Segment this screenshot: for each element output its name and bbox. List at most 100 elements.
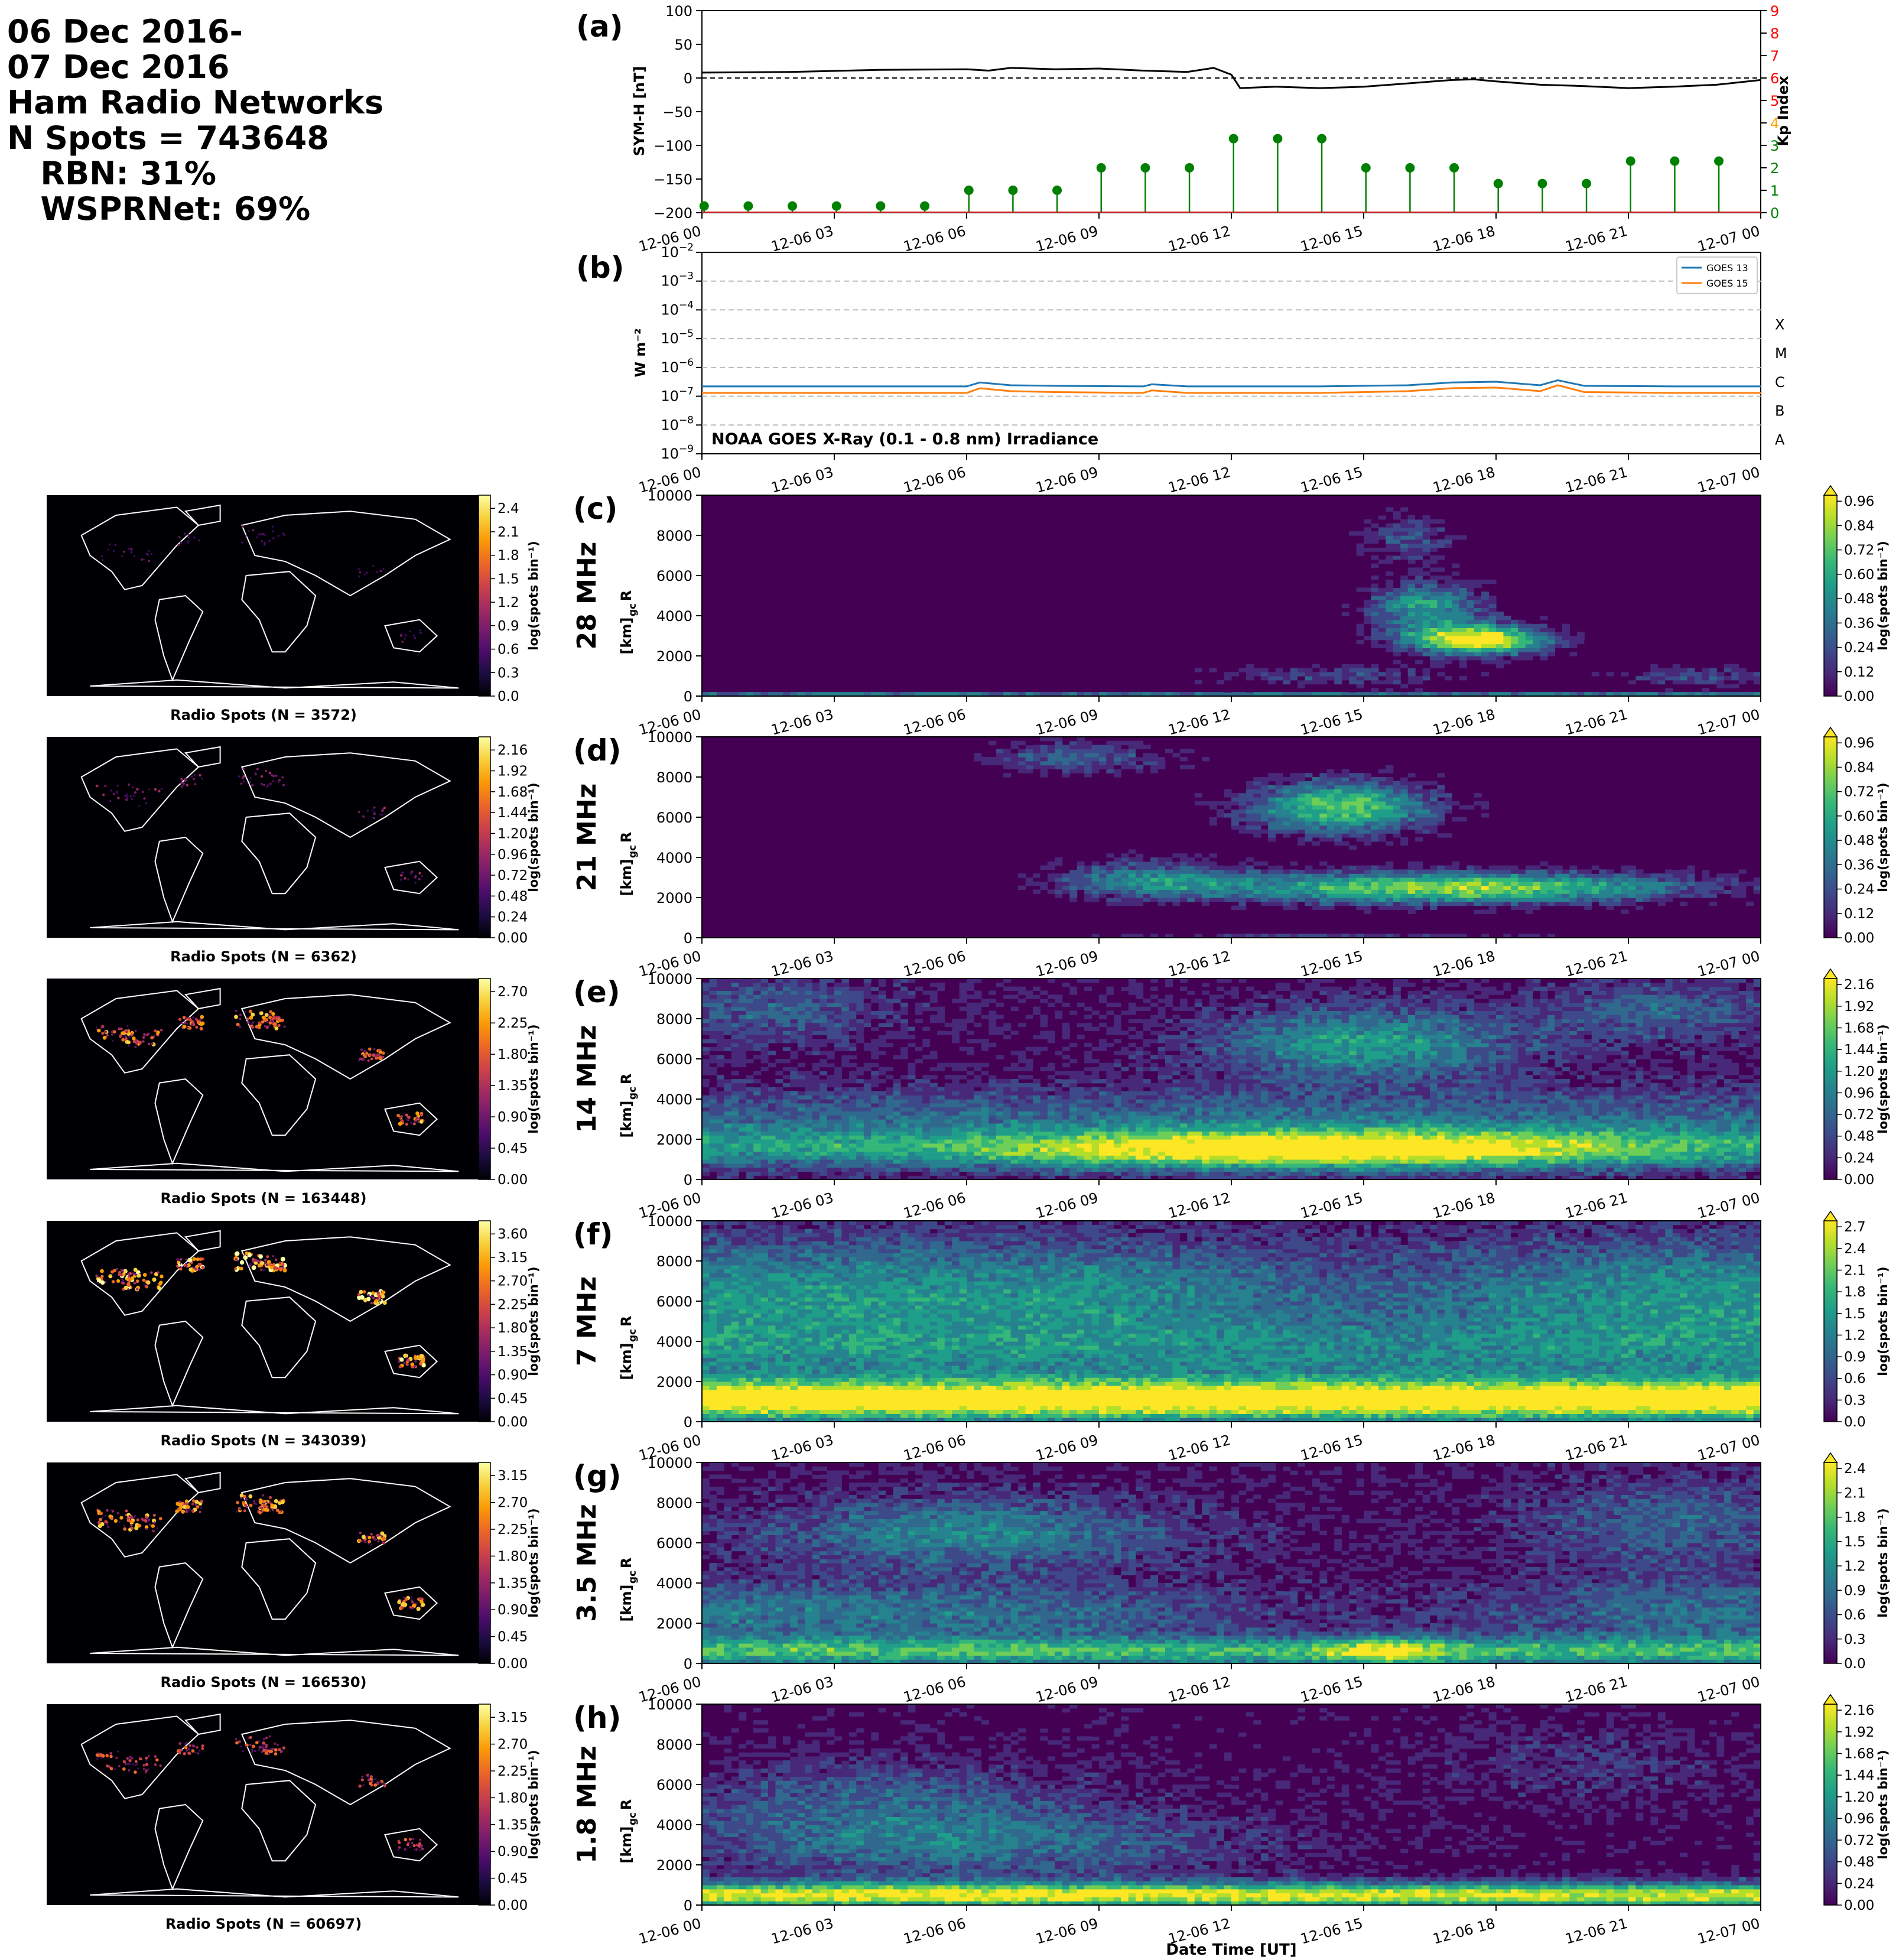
- heatmap-cell: [1423, 547, 1430, 551]
- heatmap-cell: [805, 1099, 812, 1103]
- heatmap-cell: [1731, 873, 1739, 877]
- heatmap-cell: [1357, 805, 1364, 810]
- heatmap-cell: [1474, 612, 1482, 616]
- heatmap-cell: [812, 1155, 820, 1159]
- heatmap-cell: [1349, 866, 1357, 870]
- heatmap-cell: [1658, 877, 1666, 882]
- heatmap-cell: [1276, 809, 1283, 813]
- heatmap-cell: [790, 1095, 798, 1099]
- heatmap-cell: [1415, 789, 1423, 793]
- heatmap-cell: [981, 1163, 989, 1168]
- heatmap-cell: [1518, 893, 1526, 898]
- heatmap-cell: [1069, 873, 1077, 877]
- colorbar-tick-label: 0.48: [1844, 591, 1874, 607]
- heatmap-cell: [1430, 612, 1438, 616]
- heatmap-cell: [805, 1131, 812, 1135]
- heatmap-cell: [849, 979, 857, 983]
- heatmap-cell: [879, 1135, 886, 1139]
- heatmap-cell: [1172, 869, 1180, 873]
- heatmap-cell: [717, 999, 724, 1003]
- heatmap-cell: [849, 1168, 857, 1172]
- heatmap-cell: [1371, 616, 1378, 620]
- heatmap-cell: [996, 757, 1004, 761]
- heatmap-cell: [1319, 777, 1327, 781]
- heatmap-cell: [841, 1139, 849, 1143]
- heatmap-cell: [709, 1159, 717, 1163]
- heatmap-cell: [886, 1003, 893, 1007]
- heatmap-cell: [1673, 668, 1680, 672]
- heatmap-cell: [753, 1123, 761, 1127]
- heatmap-cell: [1526, 624, 1533, 628]
- heatmap-cell: [753, 979, 761, 983]
- heatmap-cell: [1569, 909, 1577, 914]
- heatmap-cell: [1518, 877, 1526, 882]
- heatmap-cell: [1393, 809, 1401, 813]
- heatmap-cell: [1357, 672, 1364, 676]
- heatmap-cell: [967, 1139, 974, 1143]
- heatmap-cell: [1327, 893, 1335, 898]
- heatmap-cell: [945, 1131, 952, 1135]
- heatmap-cell: [1033, 873, 1040, 877]
- heatmap-cell: [1357, 849, 1364, 853]
- heatmap-cell: [753, 1087, 761, 1091]
- heatmap-cell: [1040, 886, 1048, 890]
- heatmap-cell: [1371, 584, 1378, 588]
- heatmap-cell: [1364, 535, 1371, 539]
- y-tick-label: 2000: [656, 648, 692, 665]
- heatmap-cell: [1231, 672, 1239, 676]
- heatmap-cell: [1136, 869, 1143, 873]
- heatmap-cell: [945, 1099, 952, 1103]
- heatmap-cell: [1129, 877, 1136, 882]
- heatmap-cell: [1364, 817, 1371, 821]
- heatmap-cell: [900, 1003, 908, 1007]
- heatmap-cell: [864, 1075, 872, 1079]
- heatmap-cell: [1253, 801, 1261, 805]
- heatmap-cell: [915, 1059, 923, 1063]
- flare-class-label: A: [1775, 431, 1785, 448]
- heatmap-cell: [945, 1091, 952, 1095]
- heatmap-cell: [879, 1015, 886, 1019]
- heatmap-cell: [1276, 829, 1283, 833]
- heatmap-cell: [1364, 877, 1371, 882]
- heatmap-cell: [709, 1059, 717, 1063]
- heatmap-cell: [1195, 886, 1202, 890]
- heatmap-cell: [1400, 793, 1408, 797]
- heatmap-cell: [871, 1155, 879, 1159]
- heatmap-cell: [1423, 571, 1430, 576]
- heatmap-cell: [1386, 607, 1393, 612]
- heatmap-cell: [1305, 877, 1312, 882]
- heatmap-cell: [1569, 866, 1577, 870]
- heatmap-cell: [1452, 616, 1459, 620]
- heatmap-cell: [871, 1099, 879, 1103]
- heatmap-cell: [790, 1010, 798, 1015]
- heatmap-cell: [805, 987, 812, 991]
- heatmap-cell: [717, 1151, 724, 1155]
- spot-dot: [251, 784, 253, 786]
- heatmap-cell: [1334, 680, 1342, 684]
- heatmap-cell: [1526, 898, 1533, 902]
- heatmap-cell: [820, 999, 827, 1003]
- heatmap-cell: [922, 1139, 930, 1143]
- heatmap-cell: [996, 1119, 1004, 1123]
- heatmap-cell: [1400, 551, 1408, 555]
- heatmap-cell: [1268, 889, 1276, 893]
- heatmap-cell: [702, 1019, 710, 1023]
- spot-dot: [141, 558, 143, 561]
- heatmap-cell: [768, 1159, 776, 1163]
- heatmap-cell: [1136, 862, 1143, 866]
- heatmap-cell: [1158, 857, 1166, 862]
- heatmap-cell: [1599, 889, 1607, 893]
- heatmap-cell: [1327, 889, 1335, 893]
- heatmap-cell: [1423, 636, 1430, 640]
- heatmap-cell: [952, 1083, 960, 1087]
- heatmap-cell: [893, 1079, 901, 1083]
- heatmap-cell: [1334, 789, 1342, 793]
- map-colorbar-tick-label: 0.3: [497, 665, 519, 681]
- heatmap-cell: [1400, 773, 1408, 777]
- heatmap-cell: [1371, 539, 1378, 544]
- heatmap-cell: [1540, 648, 1548, 652]
- heatmap-cell: [967, 1079, 974, 1083]
- heatmap-cell: [1114, 869, 1121, 873]
- heatmap-cell: [775, 1003, 783, 1007]
- heatmap-cell: [1430, 789, 1438, 793]
